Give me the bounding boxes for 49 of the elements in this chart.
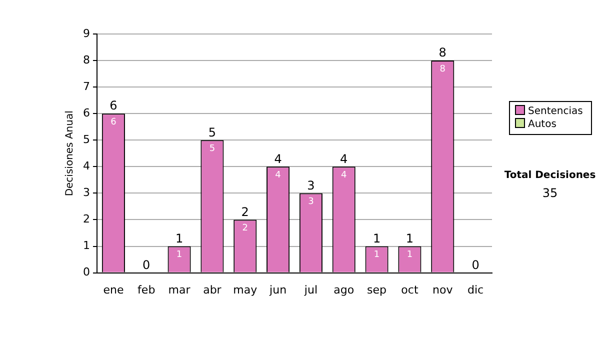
data-label: 4 <box>275 170 282 181</box>
x-tick-label: oct <box>401 283 419 296</box>
total-label: 1 <box>175 231 184 246</box>
y-tick-label: 2 <box>83 212 90 226</box>
total-label: 0 <box>472 258 480 272</box>
text: Total Decisiones <box>503 170 597 181</box>
total-label: 1 <box>406 231 414 246</box>
x-tick-label: ene <box>103 283 124 296</box>
data-label: 1 <box>176 250 182 260</box>
y-tick-label: 6 <box>83 106 90 120</box>
text: 35 <box>541 186 559 200</box>
y-tick-label: 1 <box>83 239 90 252</box>
y-tick-label: 4 <box>83 160 90 173</box>
y-tick-label: 9 <box>83 26 90 40</box>
total-label: 4 <box>274 152 282 166</box>
x-tick-label: abr <box>203 283 222 296</box>
data-label: 3 <box>308 197 314 208</box>
total-label: 0 <box>142 258 150 272</box>
total-label: 6 <box>110 98 118 113</box>
y-tick-label: 0 <box>83 266 90 279</box>
y-tick-label: 8 <box>83 53 90 66</box>
y-tick-label: 3 <box>83 186 90 200</box>
data-label: 8 <box>440 64 446 74</box>
data-label: 4 <box>341 170 348 181</box>
x-tick-label: ago <box>334 283 354 296</box>
total-label: 3 <box>307 178 315 192</box>
total-label: 5 <box>208 125 216 140</box>
total-label: 2 <box>241 204 249 219</box>
total-label: 1 <box>372 231 381 246</box>
x-tick-label: sep <box>367 283 387 296</box>
x-tick-label: jul <box>303 283 318 296</box>
x-tick-label: nov <box>432 283 454 296</box>
total-label: 4 <box>340 152 348 166</box>
x-tick-label: feb <box>138 283 156 296</box>
data-label: 1 <box>406 250 413 260</box>
y-axis-title: Decisiones Anual <box>64 110 76 196</box>
data-label: 5 <box>209 144 216 154</box>
data-label: 6 <box>110 117 117 128</box>
x-tick-label: dic <box>467 283 484 296</box>
data-label: 1 <box>374 250 380 260</box>
y-tick-label: 7 <box>83 80 90 93</box>
x-tick-label: mar <box>168 283 191 296</box>
legend-label: Sentencias <box>527 105 583 118</box>
x-tick-label: may <box>233 283 258 296</box>
data-label: 2 <box>242 224 248 234</box>
total-label: 8 <box>438 46 446 60</box>
x-tick-label: jun <box>268 283 287 296</box>
y-tick-label: 5 <box>83 132 90 146</box>
legend-label: Autos <box>527 118 558 131</box>
